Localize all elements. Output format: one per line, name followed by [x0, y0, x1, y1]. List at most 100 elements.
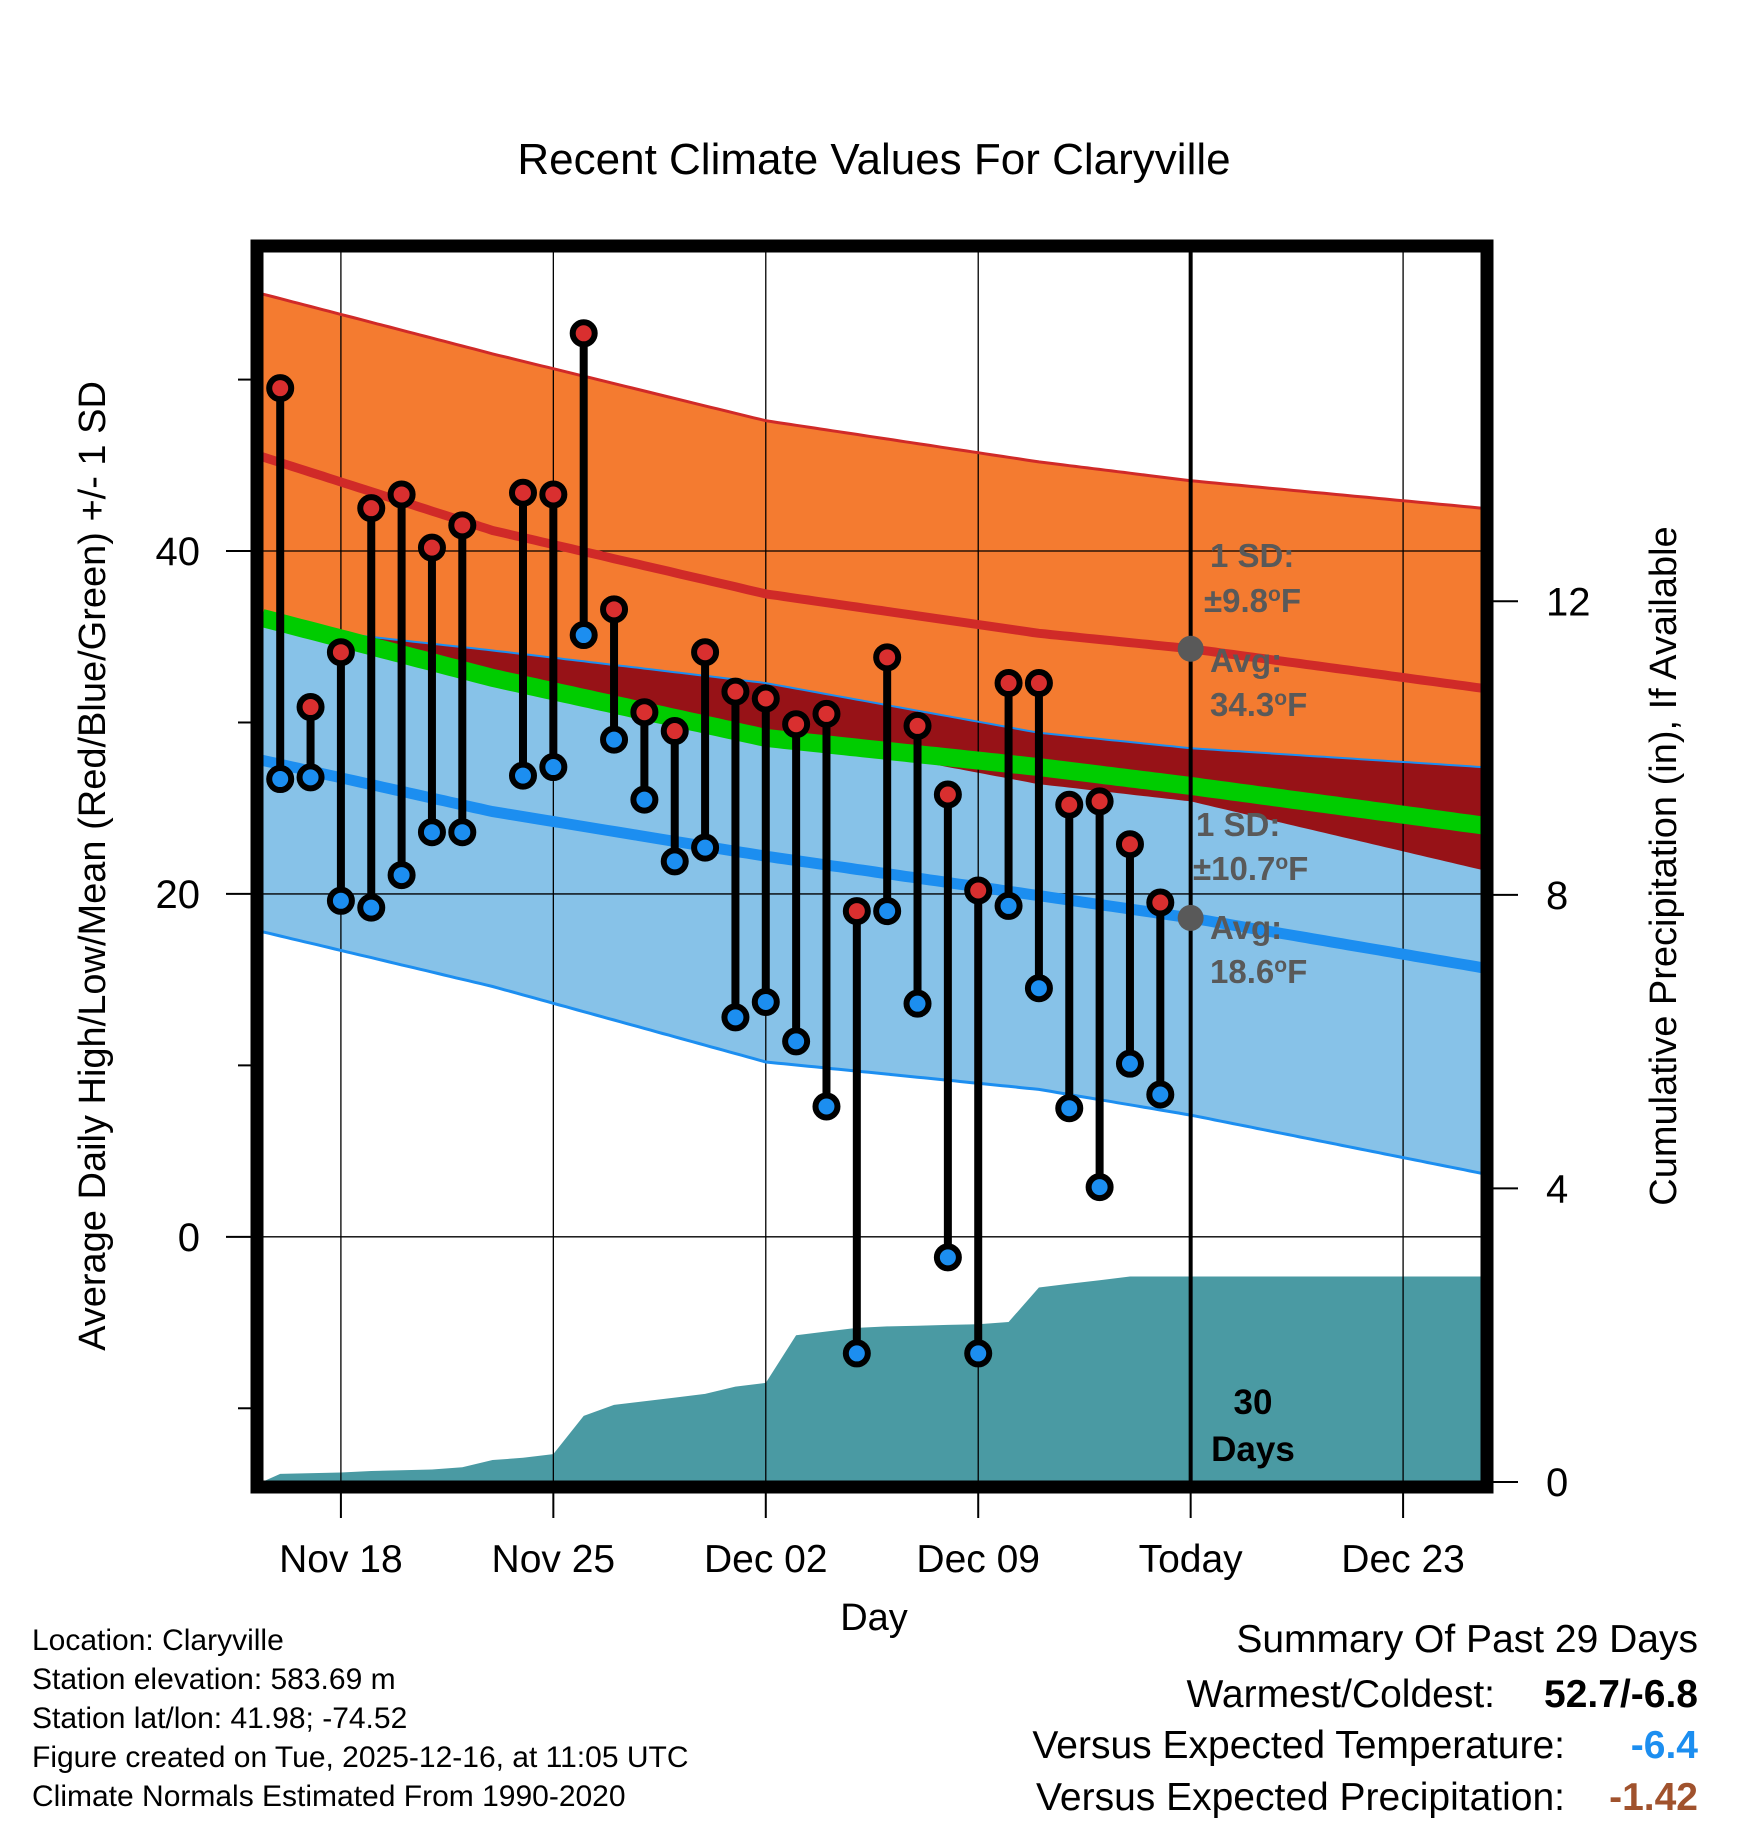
- x-tick-label: Dec 02: [704, 1538, 828, 1581]
- footer-normals: Climate Normals Estimated From 1990-2020: [32, 1780, 626, 1813]
- daily-low-point: [600, 725, 629, 754]
- daily-low-point: [1115, 1049, 1144, 1078]
- low-avg-value: 18.6oF: [1210, 953, 1307, 990]
- daily-high-point: [1055, 790, 1084, 819]
- daily-high-point: [1085, 787, 1114, 816]
- y-left-tick-label: 40: [156, 530, 201, 574]
- days-count-label: 30: [1234, 1383, 1273, 1422]
- footer-latlon: Station lat/lon: 41.98; -74.52: [32, 1702, 407, 1735]
- daily-high-point: [842, 897, 871, 926]
- low-average-marker: [1177, 904, 1204, 931]
- daily-low-point: [1146, 1080, 1175, 1109]
- daily-high-point: [357, 494, 386, 523]
- daily-low-point: [569, 621, 598, 650]
- daily-high-point: [691, 638, 720, 667]
- daily-low-point: [1055, 1094, 1084, 1123]
- summary-temp-value: -6.4: [1631, 1724, 1699, 1767]
- daily-low-point: [842, 1339, 871, 1368]
- x-tick-label: Today: [1139, 1538, 1244, 1581]
- daily-low-point: [721, 1003, 750, 1032]
- daily-low-point: [266, 765, 295, 794]
- daily-low-point: [1024, 974, 1053, 1003]
- high-avg-value: 34.3oF: [1210, 686, 1307, 723]
- x-tick-label: Dec 23: [1341, 1538, 1465, 1581]
- daily-low-point: [448, 818, 477, 847]
- daily-high-point: [964, 876, 993, 905]
- daily-high-point: [630, 698, 659, 727]
- daily-low-point: [994, 891, 1023, 920]
- y-left-tick-label: 20: [156, 873, 201, 917]
- daily-high-point: [782, 710, 811, 739]
- high-average-marker: [1177, 635, 1204, 662]
- daily-high-point: [296, 693, 325, 722]
- footer-elevation: Station elevation: 583.69 m: [32, 1663, 396, 1696]
- days-unit-label: Days: [1211, 1430, 1295, 1469]
- y-axis-left-label: Average Daily High/Low/Mean (Red/Blue/Gr…: [72, 381, 114, 1351]
- daily-high-point: [266, 374, 295, 403]
- precipitation-area: [262, 1276, 1482, 1482]
- daily-high-point: [569, 319, 598, 348]
- daily-high-point: [417, 533, 446, 562]
- summary-title: Summary Of Past 29 Days: [1236, 1618, 1698, 1661]
- daily-high-point: [326, 638, 355, 667]
- x-axis-label: Day: [840, 1597, 908, 1639]
- summary-warmest-value: 52.7/-6.8: [1544, 1673, 1698, 1716]
- daily-high-point: [751, 684, 780, 713]
- footer-info: Location: Claryville Station elevation: …: [32, 1624, 689, 1813]
- x-tick-label: Nov 18: [279, 1538, 403, 1581]
- summary-precip-value: -1.42: [1609, 1776, 1698, 1819]
- daily-low-point: [812, 1092, 841, 1121]
- y-right-tick-label: 0: [1546, 1461, 1568, 1505]
- daily-low-point: [539, 753, 568, 782]
- daily-low-point: [903, 989, 932, 1018]
- daily-low-point: [933, 1243, 962, 1272]
- daily-high-point: [994, 669, 1023, 698]
- low-sd-label: 1 SD:: [1196, 806, 1280, 843]
- y-axis-right-label: Cumulative Precipitation (in), If Availa…: [1643, 526, 1685, 1205]
- summary-warmest-label: Warmest/Coldest:: [1187, 1673, 1495, 1716]
- daily-high-point: [508, 478, 537, 507]
- daily-low-point: [782, 1027, 811, 1056]
- daily-high-point: [903, 711, 932, 740]
- daily-high-point: [448, 511, 477, 540]
- summary-temp-label: Versus Expected Temperature:: [1032, 1724, 1565, 1767]
- daily-high-point: [1146, 888, 1175, 917]
- daily-low-point: [630, 785, 659, 814]
- daily-low-point: [417, 818, 446, 847]
- y-right-tick-label: 8: [1546, 874, 1568, 918]
- daily-high-point: [721, 677, 750, 706]
- chart-title: Recent Climate Values For Claryville: [517, 135, 1230, 184]
- footer-location: Location: Claryville: [32, 1624, 284, 1657]
- daily-low-point: [660, 847, 689, 876]
- footer-created: Figure created on Tue, 2025-12-16, at 11…: [32, 1741, 689, 1774]
- low-sd-value: ±10.7oF: [1193, 850, 1308, 887]
- high-sd-value: ±9.8oF: [1204, 582, 1301, 619]
- daily-high-point: [600, 595, 629, 624]
- daily-low-point: [387, 861, 416, 890]
- daily-high-point: [873, 643, 902, 672]
- low-avg-label: Avg:: [1210, 909, 1282, 946]
- low-lower-sd-line: [262, 930, 1482, 1175]
- y-right-tick-label: 4: [1546, 1167, 1568, 1211]
- daily-low-point: [357, 893, 386, 922]
- daily-high-point: [933, 780, 962, 809]
- summary-precip-label: Versus Expected Precipitation:: [1036, 1776, 1565, 1819]
- daily-high-point: [1024, 669, 1053, 698]
- daily-high-point: [812, 699, 841, 728]
- daily-low-point: [751, 987, 780, 1016]
- x-tick-label: Nov 25: [492, 1538, 616, 1581]
- daily-high-point: [539, 480, 568, 509]
- daily-low-point: [326, 886, 355, 915]
- high-sd-band: [262, 293, 1482, 870]
- high-upper-sd-line: [262, 292, 1482, 510]
- daily-low-point: [508, 761, 537, 790]
- daily-low-point: [296, 763, 325, 792]
- daily-low-point: [964, 1339, 993, 1368]
- daily-low-point: [691, 833, 720, 862]
- x-tick-label: Dec 09: [916, 1538, 1040, 1581]
- daily-high-point: [660, 717, 689, 746]
- daily-low-point: [1085, 1173, 1114, 1202]
- summary-box: Summary Of Past 29 Days Warmest/Coldest:…: [1032, 1618, 1698, 1819]
- plot-frame: [250, 239, 1494, 1494]
